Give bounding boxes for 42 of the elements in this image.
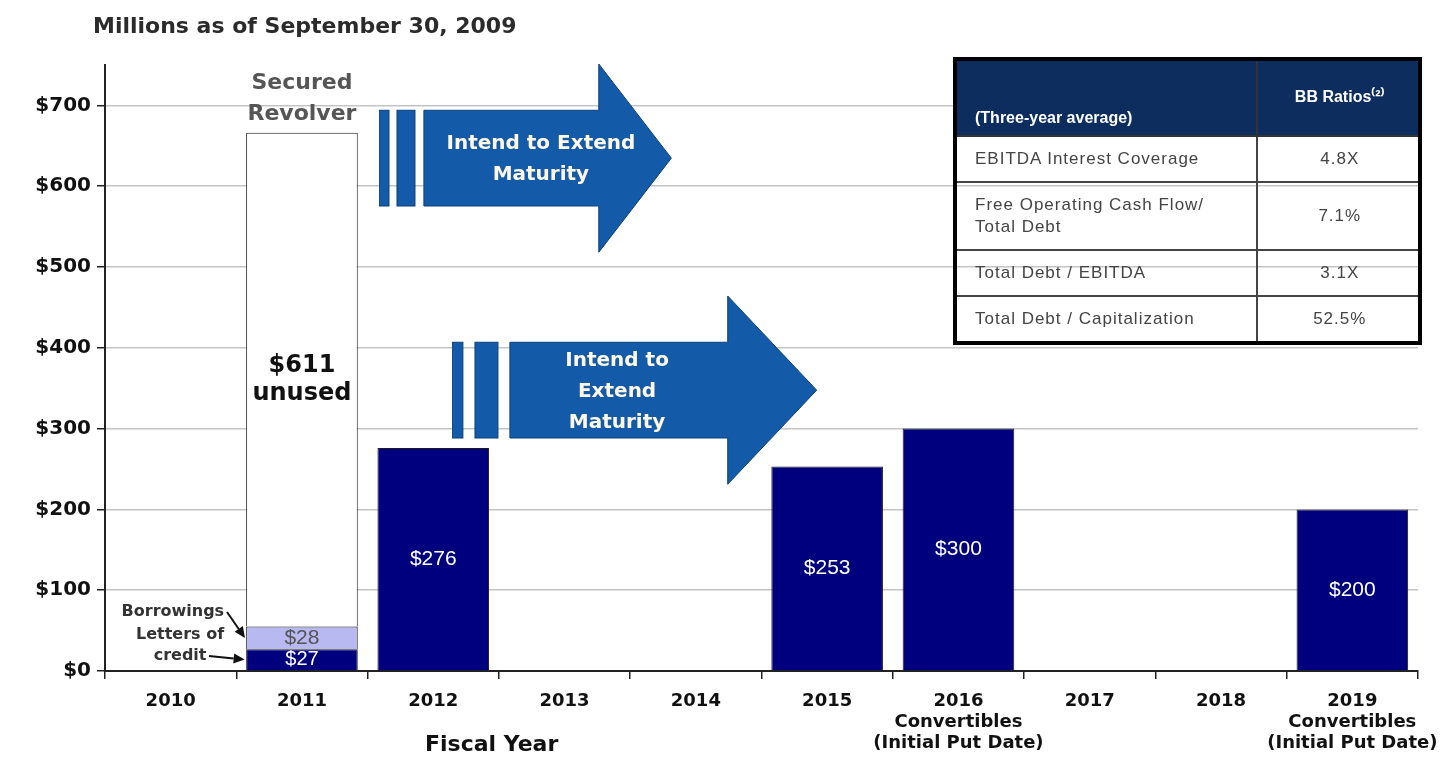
data-label: $253 [803,555,851,579]
data-label: $200 [1328,576,1376,600]
y-tick-label: $100 [35,576,91,601]
data-label: $276 [409,545,457,569]
x-tick-label: 2012 [408,689,459,711]
x-tick-label: 2015 [802,689,853,711]
series-label: Letters of credit [136,624,226,665]
y-tick-label: $700 [35,91,91,116]
data-label: $611 unused [252,349,352,407]
y-tick-label: $400 [35,334,91,358]
x-tick-label: 2016 Convertibles (Initial Put Date) [873,689,1044,752]
x-tick-label: 2013 [539,689,590,711]
annotation: 7.1% [1256,182,1420,250]
annotation: Intend to Extend Maturity [445,128,637,187]
x-tick-label: 2019 Convertibles (Initial Put Date) [1267,689,1438,752]
y-tick-label: $600 [35,172,91,197]
y-tick-label: $300 [35,414,91,439]
annotation: 52.5% [1256,296,1420,343]
x-tick-label: 2011 [276,689,327,711]
data-label: $300 [935,536,982,560]
series-label: Borrowings [121,601,225,621]
annotation: Total Debt / Capitalization [955,296,1257,343]
x-tick-label: 2010 [145,689,196,711]
x-axis-title: Fiscal Year [425,731,559,756]
x-tick-label: 2014 [670,689,721,711]
annotation: BB Ratios⁽²⁾ [1256,59,1420,136]
data-label: $28 [284,624,320,648]
annotation: 3.1X [1256,250,1420,296]
annotation: Total Debt / EBITDA [955,250,1257,296]
y-tick-label: $200 [35,495,91,520]
annotation: Intend to Extend Maturity [564,345,670,435]
annotation: Free Operating Cash Flow/ Total Debt [955,182,1257,250]
annotation: Secured Revolver [247,68,357,125]
annotation: (Three-year average) [955,59,1257,136]
annotation: 4.8X [1256,136,1420,182]
y-tick-label: $0 [63,657,91,682]
y-tick-label: $500 [35,253,91,278]
x-tick-label: 2018 [1196,689,1247,711]
annotation: EBITDA Interest Coverage [955,136,1257,182]
chart-title: Millions as of September 30, 2009 [93,13,517,38]
x-tick-label: 2017 [1064,689,1115,711]
data-label: $27 [285,647,319,670]
